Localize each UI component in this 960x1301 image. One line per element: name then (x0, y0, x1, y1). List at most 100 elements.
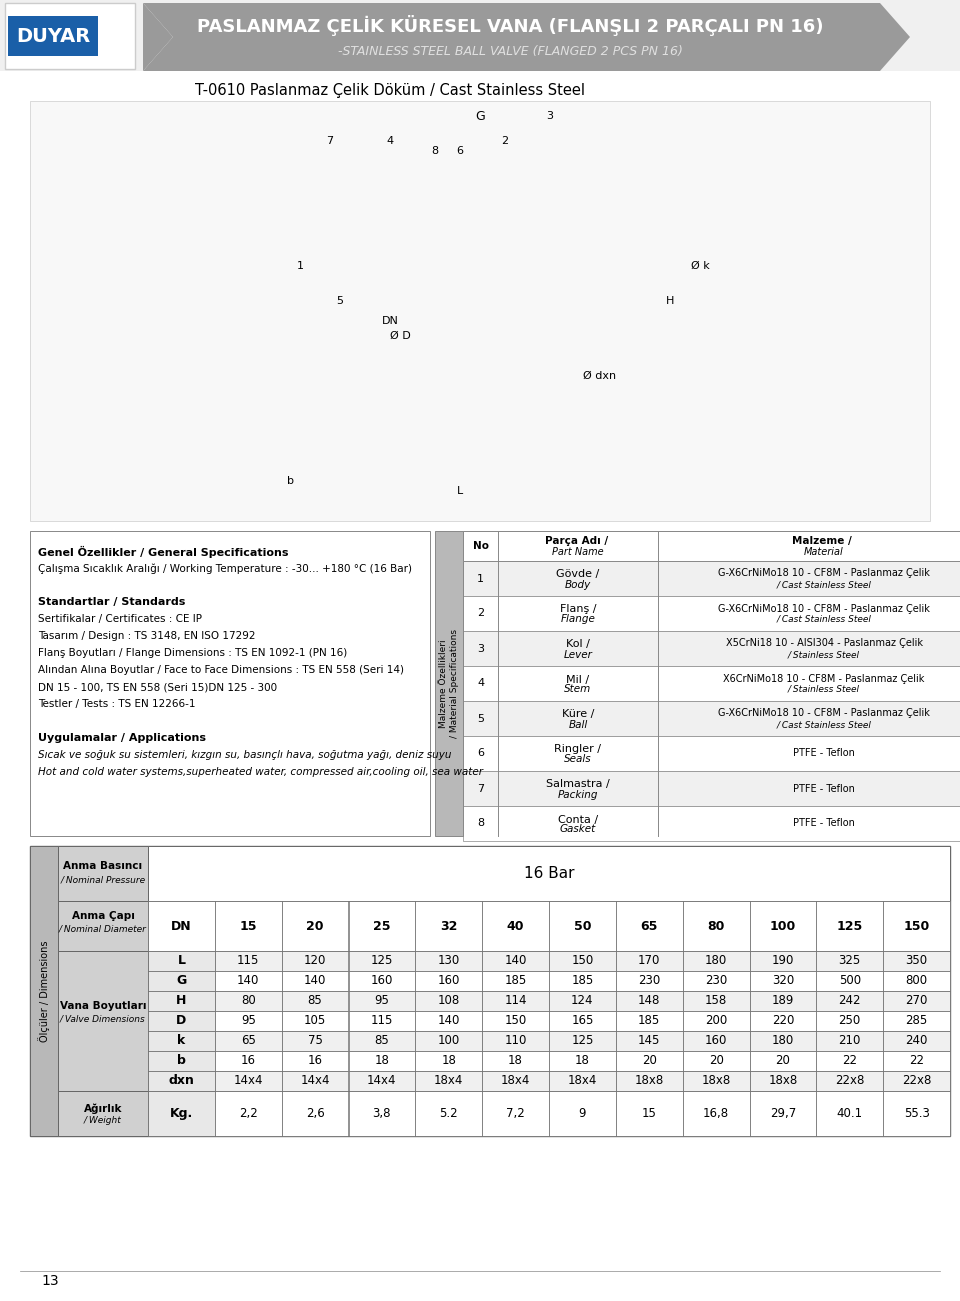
Text: 18: 18 (508, 1055, 523, 1068)
Text: 1: 1 (477, 574, 484, 584)
Text: 20: 20 (708, 1055, 724, 1068)
Bar (482, 1011, 549, 1030)
Bar (883, 1071, 950, 1092)
Bar (435, 531, 463, 837)
Text: 160: 160 (438, 974, 460, 987)
Text: 14x4: 14x4 (300, 1075, 330, 1088)
Text: 200: 200 (705, 1015, 728, 1028)
Text: 5: 5 (337, 297, 344, 306)
Bar (148, 1051, 215, 1071)
Bar (683, 1071, 750, 1092)
Bar (683, 991, 750, 1011)
Text: 800: 800 (905, 974, 927, 987)
Bar (215, 1092, 281, 1136)
Text: 50: 50 (574, 920, 591, 933)
Text: 80: 80 (241, 994, 255, 1007)
Text: 85: 85 (374, 1034, 390, 1047)
Text: Gövde /: Gövde / (557, 570, 600, 579)
Bar (816, 951, 883, 971)
Text: 95: 95 (241, 1015, 255, 1028)
Bar (281, 1030, 348, 1051)
Text: 16: 16 (241, 1055, 255, 1068)
Text: 5: 5 (477, 713, 484, 723)
Text: 100: 100 (770, 920, 796, 933)
Bar (883, 1011, 950, 1030)
Text: 20: 20 (306, 920, 324, 933)
Text: 85: 85 (308, 994, 323, 1007)
Bar (482, 902, 549, 951)
Text: / Nominal Diameter: / Nominal Diameter (60, 925, 147, 934)
Bar (683, 1011, 750, 1030)
Text: H: H (177, 994, 186, 1007)
Bar (463, 596, 960, 631)
Bar (416, 971, 482, 991)
Bar (463, 561, 960, 596)
Bar (482, 991, 549, 1011)
Bar (883, 1092, 950, 1136)
Text: 65: 65 (241, 1034, 255, 1047)
Text: Anma Basıncı: Anma Basıncı (63, 861, 143, 870)
Bar (215, 902, 281, 951)
Text: 150: 150 (903, 920, 929, 933)
Polygon shape (143, 3, 910, 72)
Text: 240: 240 (905, 1034, 927, 1047)
Text: 242: 242 (838, 994, 861, 1007)
Bar (148, 1030, 215, 1051)
Bar (683, 971, 750, 991)
Text: / Cast Stainless Steel: / Cast Stainless Steel (777, 615, 872, 624)
Bar (549, 971, 615, 991)
Bar (683, 1030, 750, 1051)
Bar (281, 1051, 348, 1071)
Text: 189: 189 (772, 994, 794, 1007)
Bar (463, 666, 960, 701)
Bar (416, 1011, 482, 1030)
Bar (416, 1051, 482, 1071)
Bar (883, 991, 950, 1011)
Text: 1: 1 (297, 262, 303, 271)
Bar (463, 771, 960, 807)
Text: 270: 270 (905, 994, 927, 1007)
Text: 22x8: 22x8 (901, 1075, 931, 1088)
Text: 2,2: 2,2 (239, 1107, 257, 1120)
Text: 75: 75 (307, 1034, 323, 1047)
Text: 3: 3 (546, 111, 554, 121)
Text: 285: 285 (905, 1015, 927, 1028)
Text: 114: 114 (504, 994, 527, 1007)
Text: b: b (286, 476, 294, 487)
Text: 18x8: 18x8 (635, 1075, 664, 1088)
Bar (416, 902, 482, 951)
Text: 2: 2 (477, 609, 484, 618)
Text: k: k (178, 1034, 185, 1047)
Bar (416, 1092, 482, 1136)
Text: Çalışma Sıcaklık Aralığı / Working Temperature : -30... +180 °C (16 Bar): Çalışma Sıcaklık Aralığı / Working Tempe… (38, 563, 412, 574)
Text: / Weight: / Weight (84, 1116, 122, 1125)
Text: 22: 22 (909, 1055, 924, 1068)
Text: 110: 110 (504, 1034, 527, 1047)
Text: 32: 32 (440, 920, 457, 933)
Bar (281, 1092, 348, 1136)
Text: PTFE - Teflon: PTFE - Teflon (793, 783, 855, 794)
Bar (883, 951, 950, 971)
Bar (58, 902, 148, 951)
Text: / Cast Stainless Steel: / Cast Stainless Steel (777, 580, 872, 589)
Text: Uygulamalar / Applications: Uygulamalar / Applications (38, 732, 206, 743)
Text: Hot and cold water systems,superheated water, compressed air,cooling oil, sea wa: Hot and cold water systems,superheated w… (38, 768, 483, 777)
Text: / Valve Dimensions: / Valve Dimensions (60, 1015, 146, 1024)
Bar (883, 1051, 950, 1071)
Text: 125: 125 (836, 920, 863, 933)
Bar (281, 971, 348, 991)
Text: 14x4: 14x4 (367, 1075, 396, 1088)
Text: Flanş /: Flanş / (560, 605, 596, 614)
Text: Tasarım / Design : TS 3148, EN ISO 17292: Tasarım / Design : TS 3148, EN ISO 17292 (38, 631, 255, 641)
Bar (683, 902, 750, 951)
Text: 22x8: 22x8 (835, 1075, 864, 1088)
Text: X6CrNiMo18 10 - CF8M - Paslanmaz Çelik: X6CrNiMo18 10 - CF8M - Paslanmaz Çelik (723, 674, 924, 683)
Text: 150: 150 (504, 1015, 527, 1028)
Bar (816, 1051, 883, 1071)
Bar (215, 1011, 281, 1030)
Text: 3: 3 (477, 644, 484, 653)
Text: 8: 8 (431, 146, 439, 156)
Text: Malzeme Özellikleri
/ Material Specifications: Malzeme Özellikleri / Material Specifica… (440, 628, 459, 738)
Text: 160: 160 (705, 1034, 728, 1047)
Text: Küre /: Küre / (562, 709, 594, 719)
